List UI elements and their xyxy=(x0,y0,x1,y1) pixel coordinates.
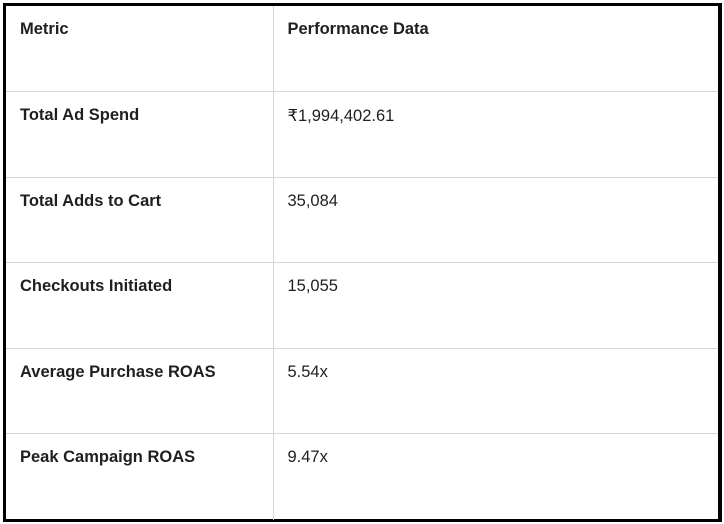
table-row: Average Purchase ROAS 5.54x xyxy=(6,348,718,434)
table-row: Checkouts Initiated 15,055 xyxy=(6,262,718,349)
value-cell: ₹1,994,402.61 xyxy=(273,91,718,178)
table-row: Total Adds to Cart 35,084 xyxy=(6,177,718,263)
table-row: Peak Campaign ROAS 9.47x xyxy=(6,433,718,520)
table-frame: Metric Performance Data Total Ad Spend ₹… xyxy=(3,3,722,522)
header-metric: Metric xyxy=(6,6,274,92)
header-performance-data: Performance Data xyxy=(273,6,718,92)
table-row: Total Ad Spend ₹1,994,402.61 xyxy=(6,91,718,178)
metric-cell: Average Purchase ROAS xyxy=(6,348,274,434)
metric-cell: Total Adds to Cart xyxy=(6,177,274,263)
value-cell: 5.54x xyxy=(273,348,718,434)
metric-cell: Peak Campaign ROAS xyxy=(6,433,274,520)
value-cell: 35,084 xyxy=(273,177,718,263)
metric-cell: Checkouts Initiated xyxy=(6,262,274,349)
value-cell: 15,055 xyxy=(273,262,718,349)
metric-cell: Total Ad Spend xyxy=(6,91,274,178)
value-cell: 9.47x xyxy=(287,448,328,466)
table-header-row: Metric Performance Data xyxy=(6,6,718,92)
performance-table: Metric Performance Data Total Ad Spend ₹… xyxy=(6,6,718,520)
